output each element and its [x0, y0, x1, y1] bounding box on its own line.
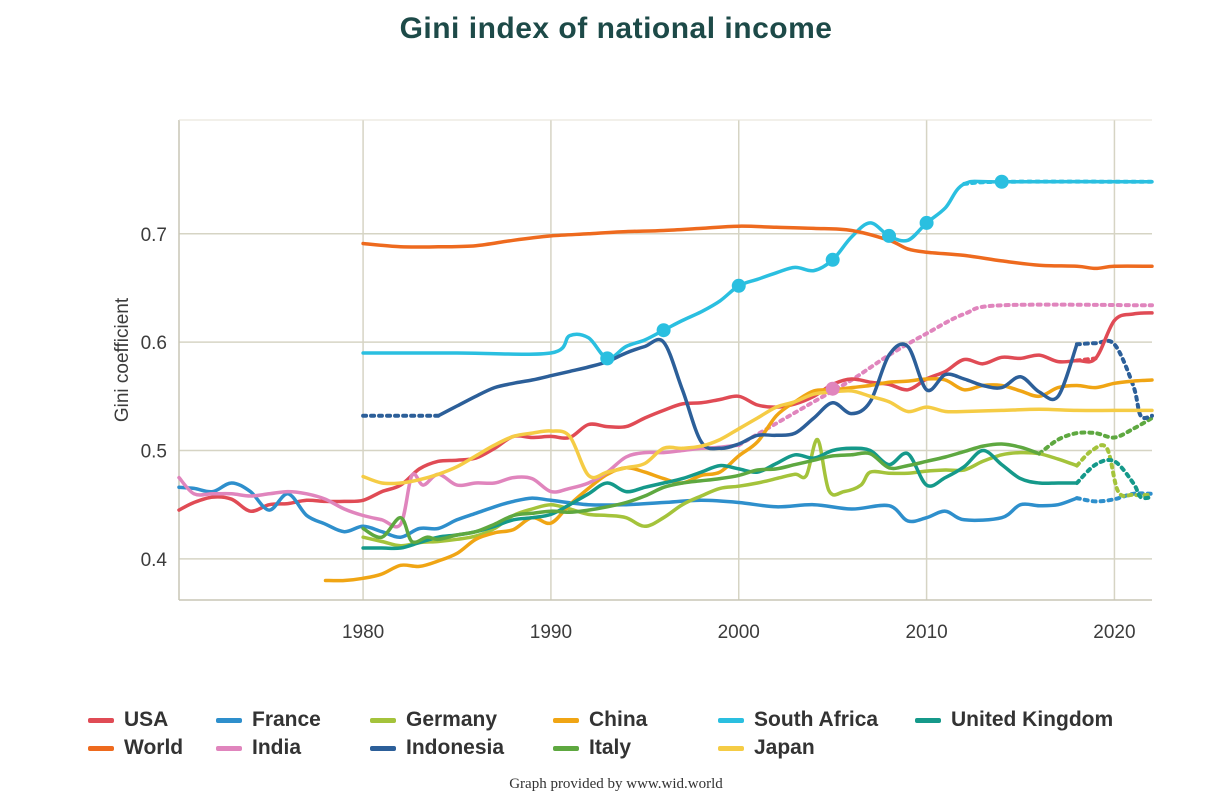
x-tick-label-2020: 2020: [1093, 622, 1135, 643]
legend-item-usa[interactable]: USA: [88, 706, 168, 734]
series-line-world[interactable]: [361, 224, 1154, 271]
y-tick-label-0.4: 0.4: [141, 550, 168, 571]
marker-south-africa-2010[interactable]: [919, 215, 934, 230]
marker-south-africa-1996[interactable]: [656, 323, 671, 338]
legend-label: China: [589, 708, 648, 731]
x-tick-label-2000: 2000: [718, 622, 760, 643]
y-tick-label-0.5: 0.5: [141, 441, 167, 462]
series-extension-india-7: [736, 302, 1154, 448]
legend-item-india[interactable]: India: [216, 734, 301, 762]
y-axis-label: Gini coefficient: [112, 297, 133, 422]
legend-item-italy[interactable]: Italy: [553, 734, 631, 762]
x-tick-label-1980: 1980: [342, 622, 384, 643]
series-extension-germany-2: [1074, 443, 1154, 498]
legend-swatch: [915, 717, 941, 723]
legend-label: Italy: [589, 736, 632, 759]
legend-item-germany[interactable]: Germany: [370, 706, 497, 734]
marker-south-africa-2008[interactable]: [882, 228, 897, 243]
series-line-china[interactable]: [323, 377, 1154, 583]
series-line-japan[interactable]: [361, 388, 1154, 486]
marker-south-africa-2000[interactable]: [731, 278, 746, 293]
legend-label: USA: [124, 708, 169, 731]
series-line-indonesia[interactable]: [436, 337, 1079, 451]
x-tick-label-1990: 1990: [530, 622, 572, 643]
legend-item-world[interactable]: World: [88, 734, 183, 762]
series-line-india[interactable]: [177, 443, 741, 529]
chart-title: Gini index of national income: [399, 12, 833, 45]
marker-south-africa-1993[interactable]: [600, 351, 615, 366]
legend-item-japan[interactable]: Japan: [718, 734, 815, 762]
legend-label: Germany: [406, 708, 498, 731]
legend-label: United Kingdom: [951, 708, 1114, 731]
series-lines: [177, 179, 1154, 583]
legend-label: Japan: [754, 736, 815, 759]
series-extension-united-kingdom-4: [1074, 457, 1154, 501]
series-extension-italy-3: [1037, 416, 1154, 456]
data-markers: [600, 174, 1009, 396]
legend-swatch: [553, 745, 579, 751]
series-line-germany[interactable]: [361, 437, 1079, 548]
series-line-france[interactable]: [177, 481, 1079, 539]
credit-text: Graph provided by www.wid.world: [509, 776, 723, 792]
marker-south-africa-2005[interactable]: [825, 252, 840, 267]
legend-item-south-africa[interactable]: South Africa: [718, 706, 878, 734]
legend-row: USA France Germany China South Africa United …: [88, 706, 1188, 734]
legend-swatch: [370, 745, 396, 751]
legend-swatch: [718, 745, 744, 751]
legend-swatch: [88, 745, 114, 751]
x-tick-label-2010: 2010: [905, 622, 947, 643]
grid: [179, 120, 1152, 600]
legend-item-indonesia[interactable]: Indonesia: [370, 734, 504, 762]
series-extension-indonesia-6: [1074, 338, 1154, 421]
legend-label: France: [252, 708, 321, 731]
series-line-italy[interactable]: [361, 442, 1042, 544]
legend-swatch: [216, 717, 242, 723]
legend-label: South Africa: [754, 708, 879, 731]
legend-item-france[interactable]: France: [216, 706, 321, 734]
series-line-south-africa[interactable]: [361, 179, 1154, 361]
legend-swatch: [553, 717, 579, 723]
marker-india-2005[interactable]: [825, 381, 840, 396]
legend-label: India: [252, 736, 302, 759]
legend-swatch: [370, 717, 396, 723]
y-tick-label-0.7: 0.7: [141, 225, 167, 246]
legend-item-united-kingdom[interactable]: United Kingdom: [915, 706, 1113, 734]
legend: USA France Germany China South Africa United …: [88, 706, 1188, 762]
legend-item-china[interactable]: China: [553, 706, 647, 734]
marker-south-africa-2014[interactable]: [994, 174, 1009, 189]
legend-swatch: [718, 717, 744, 723]
y-tick-label-0.6: 0.6: [141, 333, 167, 354]
legend-label: World: [124, 736, 184, 759]
legend-swatch: [216, 745, 242, 751]
legend-row: World India Indonesia Italy Japan: [88, 734, 1188, 762]
legend-swatch: [88, 717, 114, 723]
axes: 1980 1990 2000 2010 2020 0.4 0.5 0.6 0.7: [141, 119, 1152, 643]
legend-label: Indonesia: [406, 736, 505, 759]
series-line-usa[interactable]: [177, 311, 1154, 513]
